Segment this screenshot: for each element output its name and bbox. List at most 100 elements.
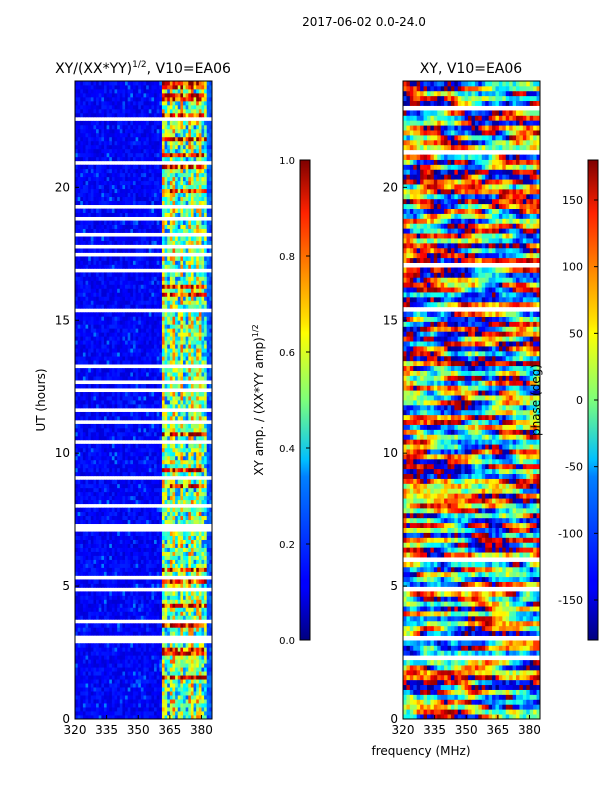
amplitude-cell [80,471,84,477]
amplitude-cell [80,519,84,525]
amplitude-cell [114,599,118,604]
amplitude-cell [90,372,94,377]
amplitude-cell [188,563,192,568]
amplitude-cell [177,659,181,664]
amplitude-cell [154,515,158,521]
amplitude-cell [122,396,126,401]
amplitude-cell [206,647,210,652]
amplitude-cell [101,296,105,301]
amplitude-cell [185,392,189,397]
amplitude-cell [185,499,189,505]
amplitude-cell [183,463,187,469]
amplitude-cell [196,368,200,373]
amplitude-cell [177,392,181,397]
amplitude-cell [183,435,187,441]
amplitude-cell [122,583,126,588]
amplitude-cell [132,320,136,325]
amplitude-cell [159,276,163,281]
amplitude-cell [119,411,123,417]
amplitude-cell [130,427,134,433]
amplitude-cell [85,499,89,505]
amplitude-cell [206,551,210,556]
amplitude-cell [119,300,123,305]
amplitude-cell [175,555,179,560]
amplitude-cell [198,423,202,429]
amplitude-cell [177,691,181,696]
amplitude-cell [130,415,134,421]
amplitude-cell [146,643,150,648]
amplitude-cell [140,443,144,449]
amplitude-cell [180,563,184,568]
amplitude-cell [159,292,163,297]
amplitude-cell [106,715,110,719]
amplitude-cell [164,499,168,505]
amplitude-cell [82,531,86,536]
amplitude-cell [167,423,171,429]
amplitude-cell [109,583,113,588]
amplitude-cell [154,715,158,719]
amplitude-cell [188,607,192,612]
amplitude-cell [193,511,197,517]
amplitude-cell [206,328,210,333]
amplitude-cell [143,284,147,289]
amplitude-cell [125,292,129,297]
amplitude-cell [75,360,79,365]
amplitude-cell [198,459,202,465]
amplitude-cell [82,459,86,465]
amplitude-cell [77,643,81,648]
amplitude-cell [93,479,97,485]
amplitude-cell [117,495,121,501]
amplitude-cell [93,499,97,505]
amplitude-cell [82,403,86,409]
amplitude-cell [180,699,184,704]
amplitude-cell [154,392,158,397]
amplitude-cell [135,671,139,676]
amplitude-cell [185,667,189,672]
amplitude-cell [169,519,173,525]
amplitude-cell [114,368,118,373]
amplitude-cell [169,591,173,596]
amplitude-cell [164,344,168,349]
amplitude-cell [85,384,89,389]
amplitude-cell [146,543,150,548]
amplitude-cell [198,403,202,409]
amplitude-cell [85,411,89,417]
amplitude-cell [204,467,208,473]
amplitude-cell [82,312,86,317]
amplitude-cell [114,471,118,477]
amplitude-cell [93,703,97,708]
amplitude-cell [125,543,129,548]
amplitude-cell [98,555,102,560]
amplitude-cell [138,415,142,421]
amplitude-cell [164,595,168,600]
amplitude-cell [201,571,205,576]
amplitude-cell [193,563,197,568]
amplitude-cell [101,499,105,505]
amplitude-cell [204,392,208,397]
amplitude-cell [196,336,200,341]
amplitude-cell [132,603,136,608]
amplitude-cell [98,316,102,321]
amplitude-cell [122,531,126,536]
amplitude-cell [143,559,147,564]
amplitude-cell [90,715,94,719]
amplitude-cell [90,707,94,712]
amplitude-cell [109,531,113,536]
amplitude-cell [109,483,113,489]
amplitude-cell [135,344,139,349]
amplitude-cell [204,495,208,501]
amplitude-cell [196,348,200,353]
amplitude-cell [143,571,147,576]
amplitude-cell [75,687,79,692]
amplitude-cell [180,400,184,405]
amplitude-cell [164,487,168,493]
amplitude-cell [80,507,84,513]
amplitude-cell [82,691,86,696]
amplitude-cell [156,455,160,461]
amplitude-cell [117,471,121,477]
amplitude-cell [88,415,92,421]
amplitude-cell [159,455,163,461]
amplitude-cell [198,675,202,680]
amplitude-cell [77,328,81,333]
amplitude-cell [167,360,171,365]
